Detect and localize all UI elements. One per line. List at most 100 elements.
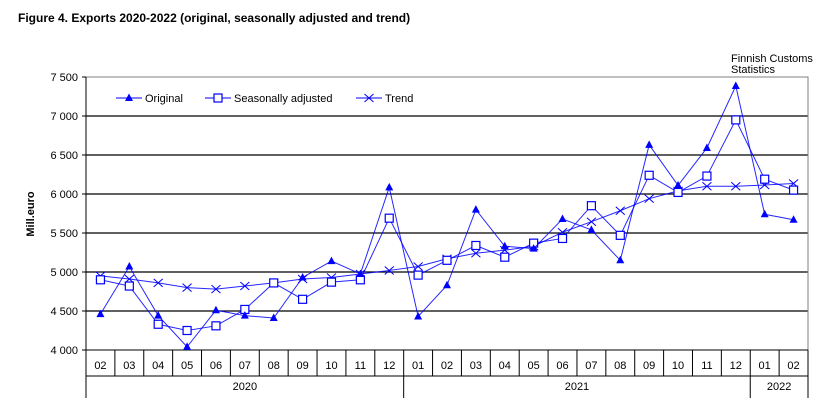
x-tick-label: 02 — [94, 360, 106, 372]
triangle-marker — [183, 342, 192, 350]
triangle-marker — [240, 311, 249, 319]
square-marker — [500, 252, 510, 262]
square-marker — [644, 170, 654, 180]
legend-item: Original — [116, 93, 183, 105]
triangle-marker — [500, 241, 509, 250]
axes: 4 000 4 500 5 000 5 500 6 000 6 500 7 000 7 500… — [50, 72, 809, 398]
triangle-marker — [96, 309, 105, 318]
legend-label: Seasonally adjusted — [234, 93, 332, 105]
x-marker — [153, 278, 164, 288]
y-axis-label: Mill.euro — [25, 191, 37, 237]
x-marker — [644, 194, 654, 204]
square-marker — [442, 255, 452, 265]
x-tick-label: 08 — [268, 360, 280, 372]
x-tick-label: 06 — [556, 360, 568, 372]
triangle-marker — [760, 209, 769, 218]
triangle-marker — [471, 205, 480, 213]
legend-label: Trend — [385, 93, 413, 105]
series-trend — [95, 179, 799, 294]
square-marker — [788, 185, 799, 195]
triangle-marker — [587, 225, 596, 233]
x-tick-label: 01 — [759, 360, 771, 372]
x-tick-label: 05 — [528, 360, 540, 372]
x-tick-label: 12 — [730, 360, 742, 372]
x-marker — [702, 181, 712, 191]
x-tick-label: 06 — [210, 360, 222, 372]
legend-label: Original — [145, 93, 183, 105]
square-marker — [298, 294, 308, 304]
x-tick-label: 09 — [296, 360, 308, 372]
series-line — [100, 118, 794, 332]
triangle-marker — [674, 180, 683, 189]
triangle-marker — [702, 143, 711, 151]
x-tick-label: 03 — [470, 360, 482, 372]
x-tick-label: 09 — [643, 360, 655, 372]
gridlines — [86, 115, 808, 312]
x-tick-label: 07 — [239, 360, 251, 372]
triangle-marker — [125, 262, 134, 270]
source-line-1: Finnish Customs — [731, 53, 813, 65]
x-tick-label: 12 — [383, 360, 395, 372]
square-marker — [211, 321, 221, 331]
triangle-marker — [558, 214, 567, 222]
triangle-marker — [645, 140, 654, 148]
year-label: 2021 — [565, 381, 589, 393]
triangle-marker — [789, 215, 798, 223]
triangle-marker — [211, 305, 220, 314]
x-tick-label: 08 — [614, 360, 626, 372]
x-tick-label: 01 — [412, 360, 424, 372]
y-tick-label: 4 000 — [50, 345, 78, 357]
square-marker — [355, 275, 365, 285]
year-label: 2020 — [233, 381, 257, 393]
x-marker — [211, 284, 221, 294]
triangle-marker — [356, 269, 365, 277]
triangle-marker — [327, 256, 336, 265]
series-line — [100, 84, 794, 348]
x-marker — [240, 281, 250, 291]
x-tick-label: 02 — [441, 360, 453, 372]
triangle-marker — [298, 272, 307, 281]
square-marker — [153, 319, 163, 329]
triangle-marker — [616, 255, 625, 264]
triangle-marker — [529, 244, 538, 252]
y-tick-label: 6 000 — [50, 189, 78, 201]
legend-item: Trend — [356, 93, 413, 105]
y-tick-label: 4 500 — [50, 306, 78, 318]
triangle-marker — [154, 311, 163, 319]
square-marker — [557, 233, 568, 244]
square-marker — [586, 201, 597, 211]
triangle-marker — [269, 313, 278, 322]
square-marker — [673, 187, 683, 198]
series-original — [96, 81, 798, 350]
x-marker — [471, 248, 481, 258]
x-tick-label: 11 — [355, 360, 366, 372]
x-tick-label: 02 — [787, 360, 799, 372]
y-tick-label: 7 500 — [50, 72, 78, 84]
square-marker — [615, 230, 625, 240]
legend: Original Seasonally adjusted Trend — [116, 93, 413, 105]
x-tick-label: 11 — [701, 360, 712, 372]
x-tick-label: 10 — [325, 360, 337, 372]
legend-item: Seasonally adjusted — [205, 93, 332, 105]
x-tick-label: 03 — [123, 360, 135, 372]
x-marker — [615, 206, 626, 216]
y-tick-label: 5 000 — [50, 267, 78, 279]
square-marker — [124, 281, 134, 291]
square-marker — [326, 277, 337, 287]
x-tick-label: 04 — [152, 360, 164, 372]
x-tick-label: 05 — [181, 360, 193, 372]
triangle-marker — [443, 280, 451, 289]
square-marker — [182, 325, 192, 336]
square-marker — [702, 171, 712, 181]
triangle-marker — [731, 81, 740, 89]
x-marker — [586, 217, 597, 227]
x-marker — [730, 181, 741, 191]
chart-title: Figure 4. Exports 2020-2022 (original, s… — [18, 11, 410, 25]
triangle-marker — [385, 182, 394, 191]
square-marker — [269, 278, 279, 288]
source-line-2: Statistics — [731, 64, 776, 76]
square-marker — [95, 275, 106, 285]
plot-frame — [85, 76, 809, 351]
y-tick-label: 7 000 — [50, 111, 78, 123]
